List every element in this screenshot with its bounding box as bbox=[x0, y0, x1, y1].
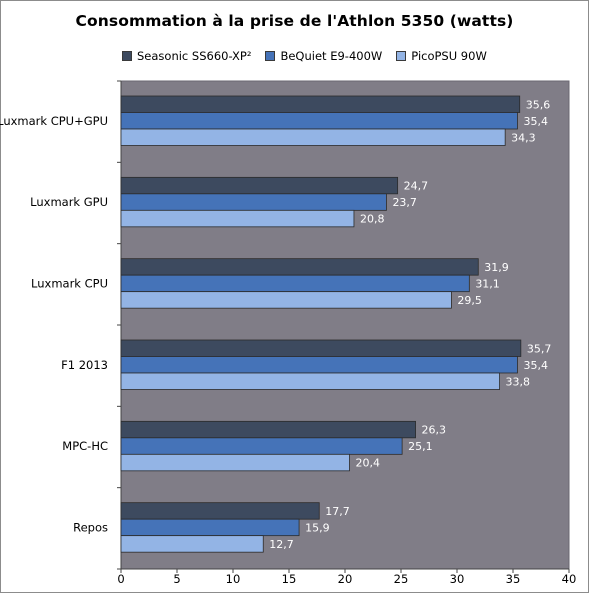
data-label-series-1-0: 35,6 bbox=[526, 98, 551, 111]
legend-swatch-series-3 bbox=[396, 51, 407, 61]
bar-series-3-1 bbox=[120, 209, 355, 228]
data-label-series-3-0: 34,3 bbox=[511, 131, 536, 144]
data-label-series-1-2: 31,9 bbox=[484, 261, 509, 274]
bar-series-2-3 bbox=[120, 356, 518, 374]
bar-series-2-0 bbox=[120, 112, 518, 130]
bar-series-1-4 bbox=[120, 420, 416, 439]
bar-series-3-2 bbox=[120, 291, 452, 309]
data-label-series-2-2: 31,1 bbox=[475, 277, 500, 290]
data-label-series-2-0: 35,4 bbox=[523, 115, 548, 128]
legend-item-series-3: PicoPSU 90W bbox=[396, 49, 487, 63]
data-label-series-3-4: 20,4 bbox=[355, 457, 380, 470]
data-label-series-3-2: 29,5 bbox=[457, 294, 482, 307]
chart-title: Consommation à la prise de l'Athlon 5350… bbox=[75, 12, 514, 30]
bar-series-2-1 bbox=[120, 193, 387, 211]
legend-swatch-series-2 bbox=[265, 51, 276, 61]
legend-label-series-3: PicoPSU 90W bbox=[411, 49, 487, 63]
plot-area bbox=[120, 80, 570, 570]
x-tick-label-1: 5 bbox=[173, 572, 180, 586]
data-label-series-3-5: 12,7 bbox=[269, 538, 294, 551]
x-tick-label-5: 25 bbox=[394, 572, 409, 586]
bar-series-3-0 bbox=[120, 128, 506, 146]
data-label-series-1-1: 24,7 bbox=[404, 180, 429, 193]
x-tick-label-8: 40 bbox=[562, 572, 577, 586]
legend-label-series-1: Seasonic SS660-XP² bbox=[137, 49, 252, 63]
bar-series-1-0 bbox=[120, 95, 521, 113]
category-label-4: MPC-HC bbox=[62, 439, 108, 453]
category-label-2: Luxmark CPU bbox=[31, 276, 108, 290]
data-label-series-2-4: 25,1 bbox=[408, 440, 433, 453]
bar-series-1-3 bbox=[120, 339, 522, 357]
x-tick-label-4: 20 bbox=[338, 572, 353, 586]
category-label-1: Luxmark GPU bbox=[30, 195, 108, 209]
data-label-series-2-5: 15,9 bbox=[305, 521, 330, 534]
data-label-series-3-1: 20,8 bbox=[360, 213, 385, 226]
data-label-series-3-3: 33,8 bbox=[506, 375, 531, 388]
chart-legend: Seasonic SS660-XP² BeQuiet E9-400W PicoP… bbox=[122, 47, 487, 65]
legend-label-series-2: BeQuiet E9-400W bbox=[280, 49, 383, 63]
bar-series-3-4 bbox=[120, 453, 350, 472]
x-tick-label-2: 10 bbox=[226, 572, 241, 586]
category-label-3: F1 2013 bbox=[61, 358, 108, 372]
data-label-series-1-5: 17,7 bbox=[325, 505, 350, 518]
category-label-0: Luxmark CPU+GPU bbox=[0, 114, 108, 128]
bar-series-2-2 bbox=[120, 274, 470, 293]
bar-series-3-5 bbox=[120, 535, 264, 553]
bar-series-1-5 bbox=[120, 502, 320, 520]
bar-series-2-5 bbox=[120, 518, 300, 537]
bar-series-1-2 bbox=[120, 258, 479, 276]
x-tick-label-0: 0 bbox=[117, 572, 124, 586]
x-tick-label-6: 30 bbox=[450, 572, 465, 586]
legend-swatch-series-1 bbox=[122, 51, 132, 61]
category-label-5: Repos bbox=[73, 520, 108, 534]
data-label-series-2-3: 35,4 bbox=[523, 359, 548, 372]
data-label-series-2-1: 23,7 bbox=[392, 196, 417, 209]
x-tick-label-7: 35 bbox=[506, 572, 521, 586]
data-label-series-1-4: 26,3 bbox=[422, 424, 447, 437]
x-tick-label-3: 15 bbox=[282, 572, 297, 586]
bar-series-2-4 bbox=[120, 437, 403, 455]
legend-item-series-1: Seasonic SS660-XP² bbox=[122, 49, 251, 63]
legend-item-series-2: BeQuiet E9-400W bbox=[265, 49, 382, 63]
bar-series-3-3 bbox=[120, 372, 500, 390]
data-label-series-1-3: 35,7 bbox=[527, 342, 552, 355]
bar-series-1-1 bbox=[120, 176, 399, 195]
